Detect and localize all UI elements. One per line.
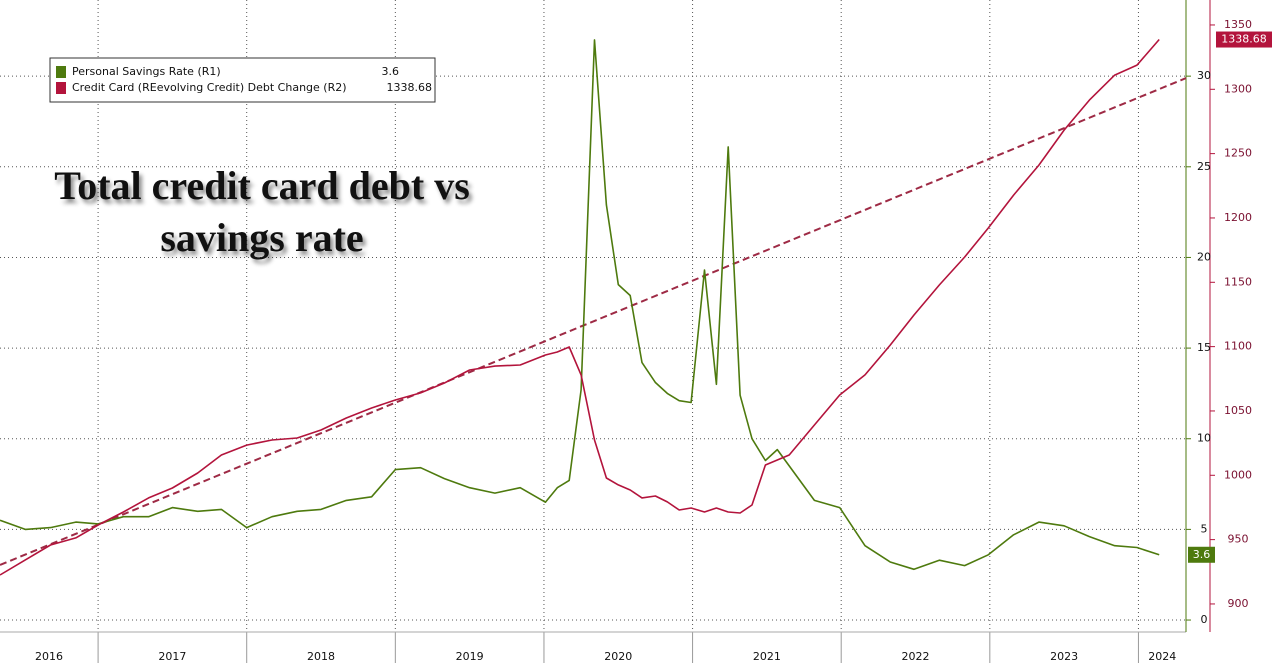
y-tick-label: 0 (1201, 613, 1208, 626)
x-tick-label: 2023 (1050, 650, 1078, 663)
legend: Personal Savings Rate (R1) 3.6 Credit Card… (49, 57, 436, 103)
y2-tick-label: 1250 (1224, 147, 1252, 160)
y-tick-label: 10 (1197, 432, 1211, 445)
series-line (0, 39, 1160, 571)
x-tick-label: 2021 (753, 650, 781, 663)
y-tick-label: 25 (1197, 160, 1211, 173)
x-tick-label: 2018 (307, 650, 335, 663)
legend-label: Personal Savings Rate (R1) (72, 65, 221, 78)
y2-tick-label: 1350 (1224, 18, 1252, 31)
value-tag-label: 1338.68 (1221, 33, 1267, 46)
legend-value: 3.6 (382, 65, 400, 78)
y2-tick-label: 1000 (1224, 468, 1252, 481)
y2-tick-label: 1100 (1224, 340, 1252, 353)
value-tag (1188, 546, 1215, 563)
y-tick-label: 5 (1201, 522, 1208, 535)
y2-tick-label: 950 (1228, 533, 1249, 546)
y-tick-label: 15 (1197, 341, 1211, 354)
x-tick-label: 2024 (1148, 650, 1176, 663)
grid (0, 0, 1215, 663)
title-line: savings rate (160, 215, 363, 260)
plot-area (0, 38, 1187, 576)
trend-line (0, 77, 1187, 566)
y2-tick-label: 900 (1228, 597, 1249, 610)
y-tick-label: 20 (1197, 250, 1211, 263)
x-tick-label: 2019 (456, 650, 484, 663)
x-tick-label: 2022 (902, 650, 930, 663)
value-tag (1216, 31, 1272, 48)
x-tick-label: 2020 (604, 650, 632, 663)
legend-box (49, 57, 436, 103)
y2-tick-label: 1300 (1224, 82, 1252, 95)
y2-tick-label: 1050 (1224, 404, 1252, 417)
legend-swatch (56, 66, 66, 78)
legend-swatch (56, 82, 66, 94)
y2-tick-label: 1150 (1224, 275, 1252, 288)
value-tag-label: 3.6 (1193, 548, 1211, 561)
y2-tick-label: 1200 (1224, 211, 1252, 224)
title-line: Total credit card debt vs (54, 163, 470, 208)
x-tick-label: 2017 (158, 650, 186, 663)
y-tick-label: 30 (1197, 69, 1211, 82)
legend-label: Credit Card (REevolving Credit) Debt Cha… (72, 81, 347, 94)
x-tick-label: 2016 (35, 650, 63, 663)
legend-value: 1338.68 (387, 81, 433, 94)
series-line (0, 38, 1160, 576)
